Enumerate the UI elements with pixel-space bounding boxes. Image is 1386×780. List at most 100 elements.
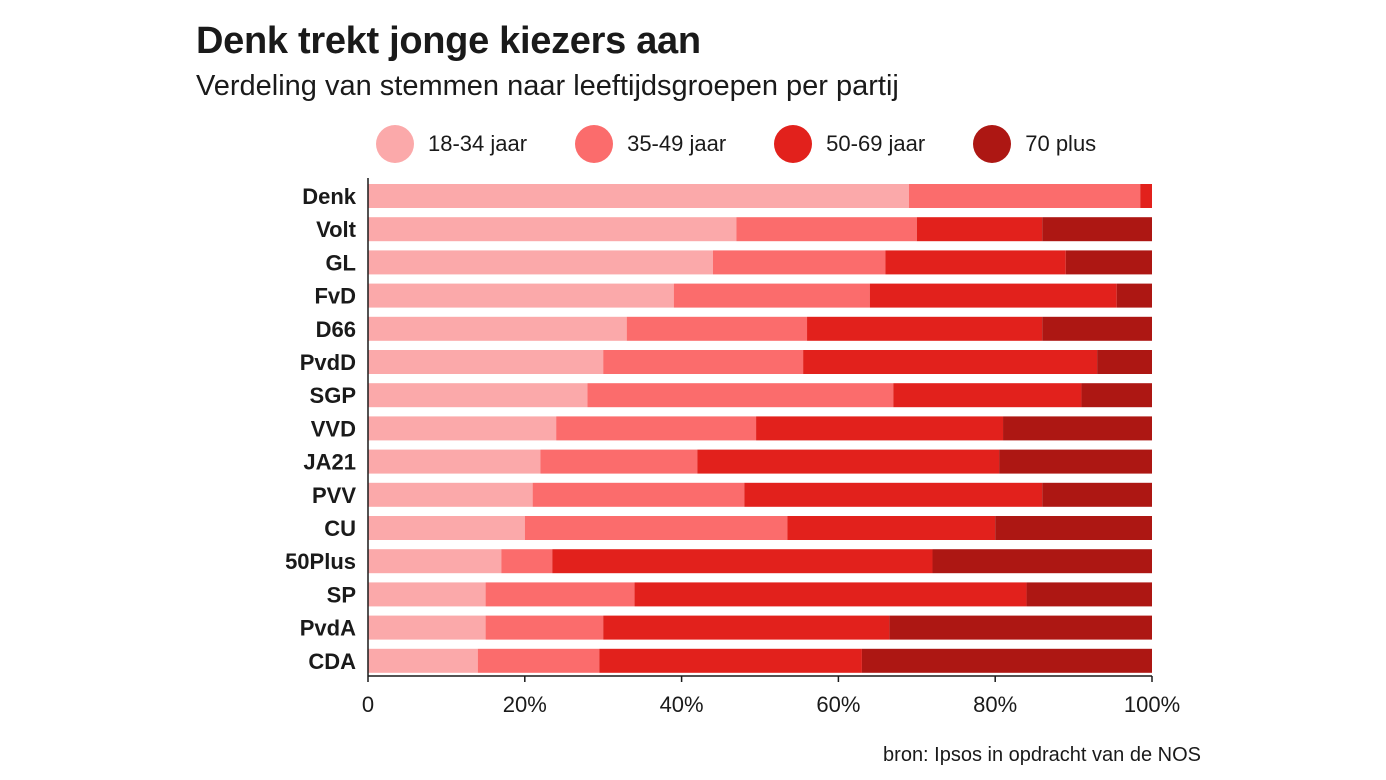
category-label-pvda: PvdA — [300, 616, 356, 641]
category-label-pvdd: PvdD — [300, 350, 356, 375]
bar-ja21-35-49-jaar — [540, 449, 698, 474]
category-label-sgp: SGP — [310, 383, 356, 408]
bar-gl-35-49-jaar — [712, 250, 886, 275]
bar-cu-18-34-jaar — [368, 516, 525, 540]
chart-subtitle: Verdeling van stemmen naar leeftijdsgroe… — [196, 70, 899, 102]
bar-group-50plus — [368, 549, 1152, 574]
bar-group-sgp — [368, 383, 1152, 408]
bar-denk-50-69-jaar — [1140, 184, 1152, 208]
bar-group-cda — [368, 648, 1152, 673]
bar-group-vvd — [368, 416, 1152, 441]
bar-group-pvv — [368, 482, 1152, 507]
bar-cu-50-69-jaar — [787, 516, 996, 540]
bar-pvdd-50-69-jaar — [803, 350, 1098, 374]
legend-swatch-50-69 — [774, 125, 813, 163]
bar-group-cu — [368, 516, 1152, 540]
bar-group-volt — [368, 217, 1152, 242]
bar-ja21-70-plus — [999, 449, 1152, 474]
bar-pvda-70-plus — [889, 615, 1152, 640]
x-tick-label-5: 100% — [1124, 692, 1180, 717]
bar-cda-70-plus — [861, 648, 1152, 673]
category-label-pvv: PVV — [312, 483, 356, 508]
category-label-gl: GL — [325, 250, 356, 275]
bar-pvv-35-49-jaar — [532, 482, 745, 507]
bar-vvd-18-34-jaar — [368, 416, 557, 441]
legend-item-70-plus: 70 plus — [973, 125, 1096, 163]
bar-pvv-70-plus — [1042, 482, 1152, 507]
legend-item-50-69: 50-69 jaar — [774, 125, 925, 163]
bar-volt-50-69-jaar — [916, 217, 1043, 242]
category-label-vvd: VVD — [311, 416, 356, 441]
category-label-cu: CU — [324, 516, 356, 541]
bar-pvdd-18-34-jaar — [368, 350, 604, 374]
bar-50plus-70-plus — [932, 549, 1152, 574]
category-label-fvd: FvD — [314, 284, 356, 309]
category-label-d66: D66 — [316, 317, 356, 342]
bar-vvd-50-69-jaar — [756, 416, 1004, 441]
bar-volt-35-49-jaar — [736, 217, 917, 242]
bar-ja21-50-69-jaar — [697, 449, 1000, 474]
bar-gl-50-69-jaar — [885, 250, 1066, 275]
bar-cda-18-34-jaar — [368, 648, 478, 673]
bar-vvd-70-plus — [1003, 416, 1152, 441]
category-label-volt: Volt — [316, 217, 357, 242]
category-label-ja21: JA21 — [303, 450, 356, 475]
bar-vvd-35-49-jaar — [556, 416, 757, 441]
bar-50plus-50-69-jaar — [552, 549, 933, 574]
bar-volt-18-34-jaar — [368, 217, 737, 242]
bar-sgp-18-34-jaar — [368, 383, 588, 408]
legend-item-35-49: 35-49 jaar — [575, 125, 726, 163]
bar-group-sp — [368, 582, 1152, 607]
x-tick-label-2: 40% — [660, 692, 704, 717]
legend-swatch-18-34 — [376, 125, 414, 163]
legend-label-50-69: 50-69 jaar — [826, 131, 926, 156]
bar-group-fvd — [368, 283, 1152, 308]
bar-ja21-18-34-jaar — [368, 449, 541, 474]
bar-sp-50-69-jaar — [634, 582, 1027, 607]
bar-d66-18-34-jaar — [368, 316, 627, 341]
bar-sgp-70-plus — [1081, 383, 1152, 408]
legend-item-18-34: 18-34 jaar — [376, 125, 527, 163]
bar-50plus-35-49-jaar — [501, 549, 553, 574]
bar-50plus-18-34-jaar — [368, 549, 502, 574]
legend-label-70-plus: 70 plus — [1025, 131, 1097, 156]
category-label-sp: SP — [327, 582, 356, 607]
bar-sgp-50-69-jaar — [893, 383, 1082, 408]
bar-group-pvdd — [368, 350, 1152, 374]
legend-swatch-35-49 — [575, 125, 614, 163]
bar-group-d66 — [368, 316, 1152, 341]
bar-group-ja21 — [368, 449, 1152, 474]
bar-cda-35-49-jaar — [477, 648, 600, 673]
legend-label-18-34: 18-34 jaar — [428, 131, 528, 156]
bar-fvd-70-plus — [1116, 283, 1152, 308]
bar-pvv-50-69-jaar — [744, 482, 1043, 507]
bar-sp-70-plus — [1026, 582, 1152, 607]
bar-gl-70-plus — [1065, 250, 1152, 275]
source-note: bron: Ipsos in opdracht van de NOS — [883, 744, 1201, 766]
bar-pvda-18-34-jaar — [368, 615, 486, 640]
legend: 18-34 jaar 35-49 jaar 50-69 jaar 70 plus — [376, 124, 1096, 164]
bar-denk-35-49-jaar — [908, 184, 1141, 208]
bar-group-gl — [368, 250, 1152, 275]
bar-group-denk — [368, 184, 1152, 208]
bar-cu-35-49-jaar — [524, 516, 788, 540]
legend-label-35-49: 35-49 jaar — [627, 131, 727, 156]
x-tick-label-1: 20% — [503, 692, 547, 717]
x-tick-label-3: 60% — [816, 692, 860, 717]
bar-gl-18-34-jaar — [368, 250, 713, 275]
bar-d66-35-49-jaar — [626, 316, 808, 341]
bar-sp-18-34-jaar — [368, 582, 486, 607]
bar-pvv-18-34-jaar — [368, 482, 533, 507]
bar-fvd-18-34-jaar — [368, 283, 674, 308]
bar-d66-70-plus — [1042, 316, 1152, 341]
bar-volt-70-plus — [1042, 217, 1152, 242]
category-label-cda: CDA — [308, 649, 356, 674]
x-tick-label-4: 80% — [973, 692, 1017, 717]
bar-sp-35-49-jaar — [485, 582, 635, 607]
bar-d66-50-69-jaar — [807, 316, 1043, 341]
bar-pvdd-70-plus — [1097, 350, 1152, 374]
x-tick-label-0: 0 — [362, 692, 374, 717]
bar-denk-18-34-jaar — [368, 184, 909, 208]
bar-fvd-50-69-jaar — [869, 283, 1117, 308]
